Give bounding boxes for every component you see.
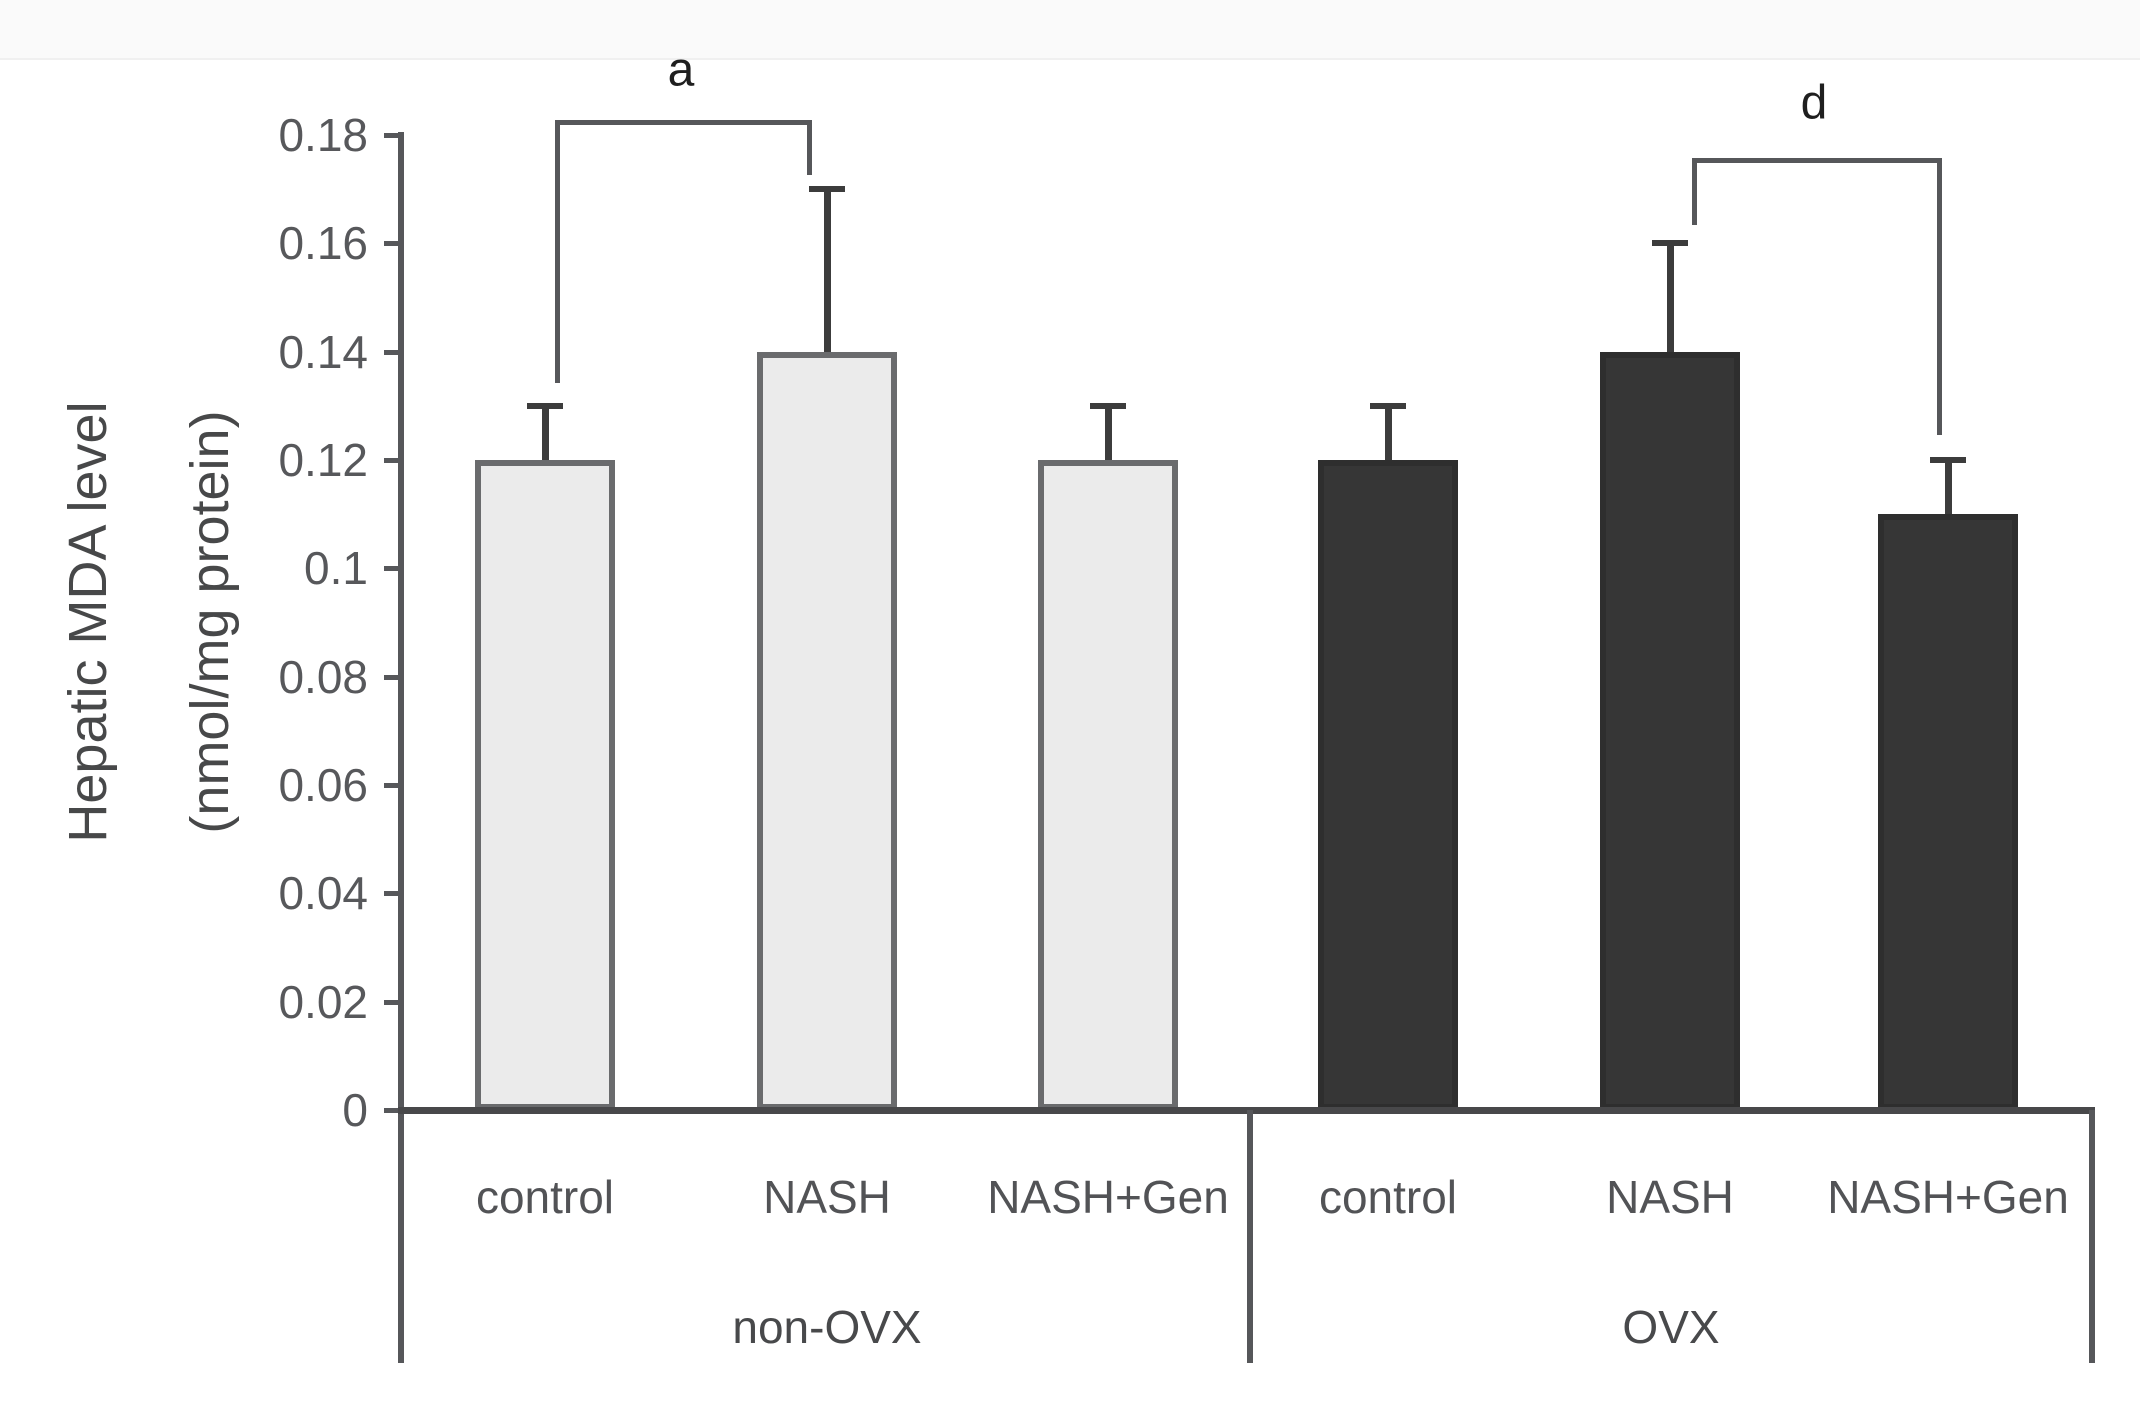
x-label-OVX-control: control (1318, 1171, 1458, 1223)
y-tick-label: 0.16 (278, 217, 368, 270)
significance-label-d: d (1800, 76, 1828, 130)
x-axis-baseline (398, 1107, 2095, 1114)
y-tick-mark (384, 674, 398, 680)
y-tick-label: 0.04 (278, 867, 368, 920)
x-label-OVX-NASH+Gen: NASH+Gen (1827, 1171, 2069, 1223)
group-label-OVX: OVX (1622, 1301, 1720, 1353)
y-axis-line (398, 132, 404, 1363)
x-label-OVX-NASH: NASH (1606, 1171, 1734, 1223)
y-tick-label: 0.08 (278, 650, 368, 703)
bracket-horizontal-d (1692, 158, 1942, 163)
significance-label-a: a (667, 43, 695, 97)
y-tick-label: 0.14 (278, 325, 368, 378)
y-tick-mark (384, 458, 398, 463)
y-tick-label: 0.12 (278, 434, 368, 486)
bar-non-OVX-control (475, 460, 615, 1110)
error-bar-stem (1667, 243, 1674, 352)
error-bar-stem (1105, 405, 1112, 460)
bar-non-OVX-NASH (757, 351, 897, 1110)
y-tick-mark (384, 241, 398, 247)
y-tick-mark (384, 891, 398, 897)
y-tick-label: 0.1 (304, 542, 368, 595)
error-bar-cap (1370, 402, 1406, 409)
x-label-non-OVX-NASH: NASH (763, 1171, 891, 1223)
bracket-vertical-right-d (1937, 158, 1942, 435)
y-tick-mark (384, 1108, 398, 1113)
y-tick-mark (384, 783, 398, 788)
y-tick-label: 0.02 (278, 975, 368, 1028)
error-bar-cap (809, 186, 845, 193)
error-bar-stem (824, 189, 831, 352)
bar-OVX-control (1318, 460, 1458, 1110)
y-tick-label: 0.18 (278, 109, 368, 161)
frame-right-line (2089, 1110, 2095, 1363)
bracket-vertical-left-a (555, 120, 560, 383)
y-tick-mark (384, 566, 398, 572)
group-divider-line (1247, 1110, 1253, 1363)
error-bar-cap (1930, 457, 1966, 463)
y-tick-mark (384, 133, 398, 138)
error-bar-cap (1090, 402, 1126, 409)
error-bar-stem (1385, 405, 1392, 460)
bracket-vertical-left-d (1692, 158, 1697, 225)
bar-non-OVX-NASH+Gen (1038, 460, 1178, 1110)
error-bar-cap (1652, 240, 1688, 247)
x-label-non-OVX-control: control (475, 1171, 615, 1223)
y-tick-mark (384, 349, 398, 355)
bracket-vertical-right-a (807, 120, 812, 175)
bracket-horizontal-a (555, 120, 812, 125)
error-bar-stem (1945, 460, 1952, 515)
bar-OVX-NASH+Gen (1878, 514, 2018, 1110)
y-tick-label: 0.06 (278, 759, 368, 811)
x-label-non-OVX-NASH+Gen: NASH+Gen (987, 1171, 1229, 1223)
error-bar-stem (542, 405, 549, 460)
group-label-non-OVX: non-OVX (732, 1301, 922, 1353)
top-margin-band (0, 0, 2140, 60)
y-tick-mark (384, 999, 398, 1005)
y-tick-label: 0 (342, 1084, 368, 1136)
bar-OVX-NASH (1600, 351, 1740, 1110)
error-bar-cap (527, 402, 563, 409)
